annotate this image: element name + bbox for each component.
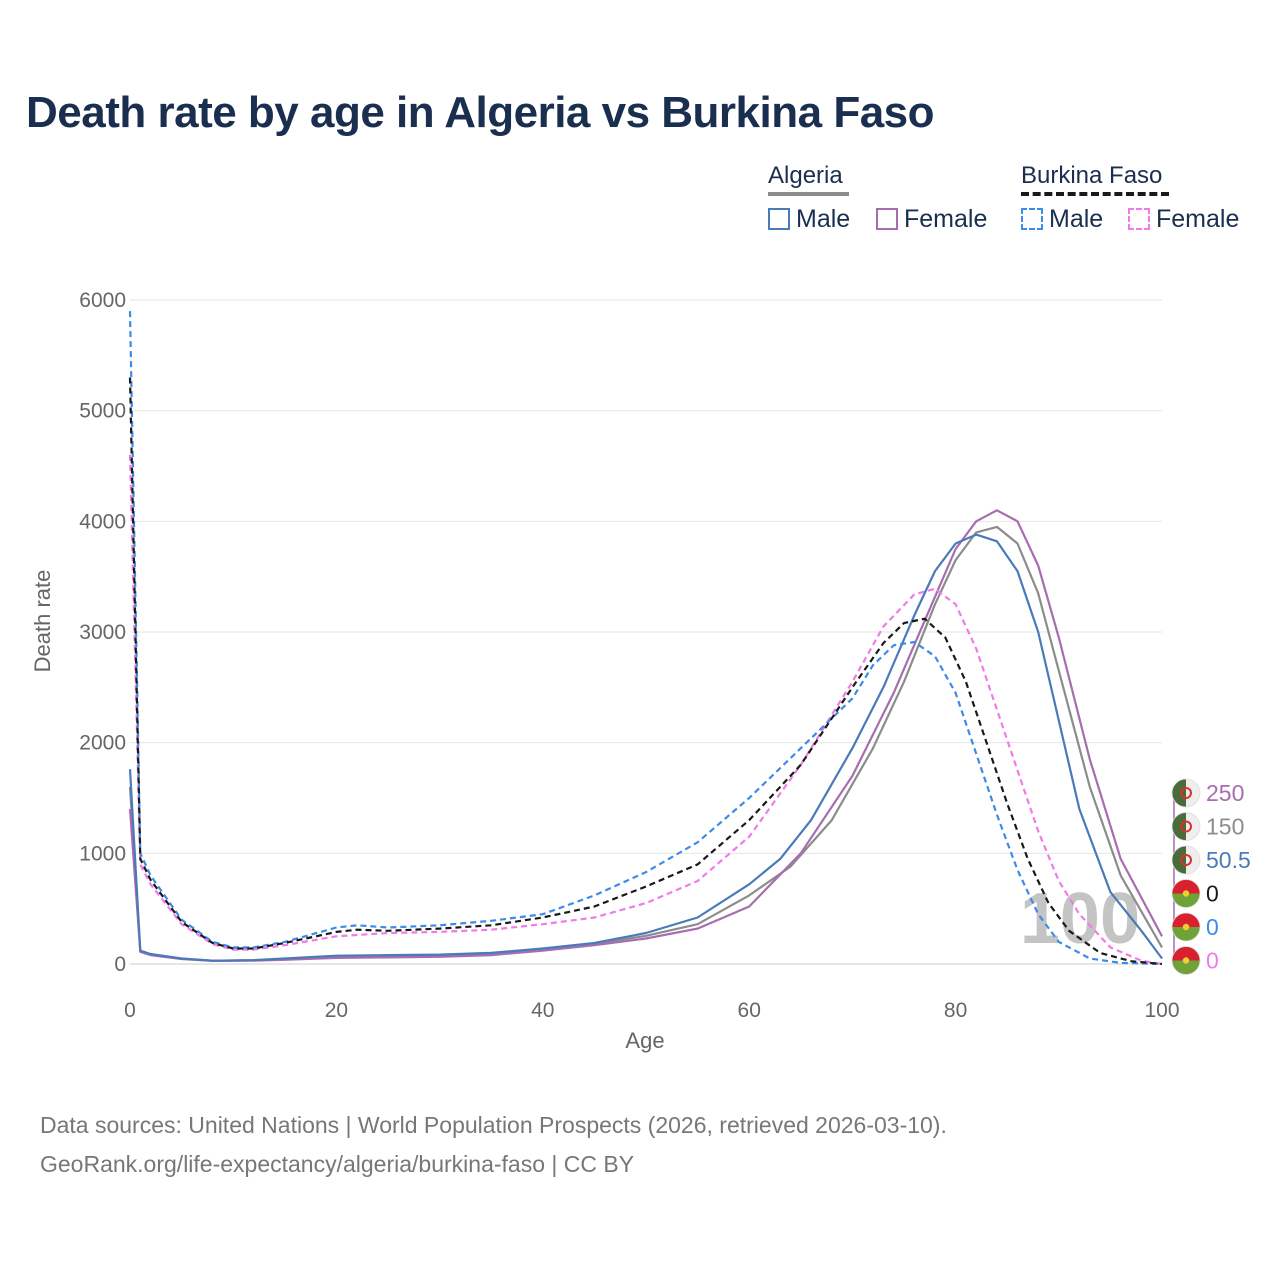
x-axis-ticks: 0 20 40 60 80 100 — [124, 999, 1179, 1022]
x-tick-label: 40 — [531, 999, 554, 1022]
algeria-flag-icon — [1172, 812, 1200, 841]
end-label-4: 0 — [1171, 912, 1219, 942]
legend-swatch-burkina-female — [1128, 208, 1150, 230]
legend-line-burkina-faso — [1021, 192, 1169, 196]
footer: Data sources: United Nations | World Pop… — [40, 1106, 947, 1184]
burkina-faso-flag-icon — [1172, 879, 1200, 908]
legend-item-algeria-female[interactable]: Female — [876, 204, 987, 234]
gridlines — [130, 299, 1162, 965]
algeria-flag-icon — [1172, 779, 1200, 807]
series-line-bf-avg[interactable] — [128, 377, 1163, 966]
end-label-2: 50.5 — [1171, 845, 1251, 875]
legend-item-burkina-male[interactable]: Male — [1021, 204, 1103, 234]
y-tick-label: 1000 — [79, 842, 126, 865]
series-line-alg-female[interactable] — [128, 509, 1163, 962]
end-label-value: 0 — [1206, 914, 1219, 940]
data-source-note: Data sources: United Nations | World Pop… — [40, 1112, 947, 1138]
series-line-alg-avg[interactable] — [128, 525, 1163, 962]
legend-item-algeria-male[interactable]: Male — [768, 204, 850, 234]
series-layer — [128, 311, 1163, 966]
end-label-0: 250 — [1171, 778, 1244, 808]
chart-title: Death rate by age in Algeria vs Burkina … — [26, 88, 935, 137]
legend-label-algeria-male: Male — [796, 204, 851, 233]
end-label-3: 0 — [1171, 879, 1219, 908]
series-line-alg-male[interactable] — [128, 533, 1163, 962]
y-tick-label: 6000 — [79, 289, 126, 312]
end-label-value: 250 — [1206, 780, 1244, 806]
y-tick-label: 4000 — [79, 510, 126, 533]
burkina-faso-flag-icon — [1172, 946, 1200, 975]
legend-line-algeria — [768, 192, 849, 196]
end-label-value: 50.5 — [1206, 847, 1251, 873]
end-label-1: 150 — [1171, 812, 1244, 841]
burkina-faso-flag-icon — [1172, 913, 1200, 941]
y-axis-ticks: 0 1000 2000 3000 4000 5000 6000 — [79, 289, 126, 976]
end-label-value: 150 — [1206, 814, 1244, 840]
legend-swatch-burkina-male — [1021, 208, 1043, 230]
legend-label-burkina-female: Female — [1156, 204, 1240, 233]
legend-label-burkina-male: Male — [1049, 204, 1104, 233]
x-tick-label: 60 — [738, 999, 761, 1022]
series-line-bf-female[interactable] — [128, 454, 1163, 966]
end-label-value: 0 — [1206, 881, 1219, 907]
x-tick-label: 0 — [124, 999, 136, 1022]
end-label-5: 0 — [1171, 946, 1219, 975]
legend-label-algeria-female: Female — [904, 204, 988, 233]
legend-group-burkina-faso: Burkina Faso — [1021, 162, 1163, 189]
y-tick-label: 3000 — [79, 621, 126, 644]
x-tick-label: 100 — [1144, 999, 1179, 1022]
x-axis-label: Age — [625, 1028, 664, 1053]
y-axis-label: Death rate — [30, 570, 55, 673]
legend-item-burkina-female[interactable]: Female — [1128, 204, 1239, 234]
current-age-watermark: 100 — [1020, 879, 1140, 959]
x-tick-label: 20 — [325, 999, 348, 1022]
legend-swatch-algeria-male — [768, 208, 790, 230]
legend-swatch-algeria-female — [876, 208, 898, 230]
y-tick-label: 5000 — [79, 400, 126, 423]
series-line-bf-male[interactable] — [128, 311, 1163, 966]
x-tick-label: 80 — [944, 999, 967, 1022]
y-tick-label: 0 — [114, 953, 126, 976]
end-labels: 250 150 50.5 0 0 0 — [1171, 778, 1251, 975]
end-label-value: 0 — [1206, 948, 1219, 974]
legend-group-algeria: Algeria — [768, 162, 843, 189]
y-tick-label: 2000 — [79, 732, 126, 755]
source-link[interactable]: GeoRank.org/life-expectancy/algeria/burk… — [40, 1151, 635, 1177]
algeria-flag-icon — [1172, 846, 1200, 874]
